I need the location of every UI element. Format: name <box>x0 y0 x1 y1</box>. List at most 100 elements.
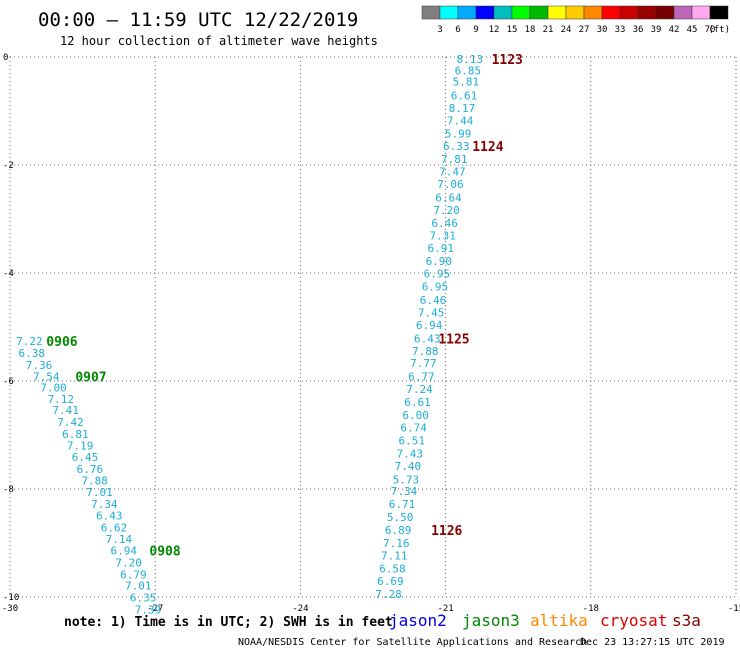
colorbar-label: 6 <box>455 25 460 35</box>
swh-value: 7.39 <box>135 603 162 616</box>
legend-entry: jason2 <box>389 611 447 630</box>
swh-value: 6.95 <box>424 268 451 281</box>
grid-lines <box>9 56 737 598</box>
swh-value: 8.13 <box>457 53 484 66</box>
colorbar-label: 24 <box>561 25 572 35</box>
chart-title: 00:00 – 11:59 UTC 12/22/2019 <box>38 9 358 31</box>
legend-entry: s3a <box>672 611 701 630</box>
swh-value: 7.77 <box>410 357 437 370</box>
swh-value: 6.51 <box>398 434 425 447</box>
footer-timestamp: Dec 23 13:27:15 UTC 2019 <box>580 637 725 648</box>
swh-value: 7.47 <box>439 165 466 178</box>
swh-value: 7.14 <box>106 533 133 546</box>
colorbar-swatch <box>565 5 585 20</box>
swh-value: 6.00 <box>402 409 429 422</box>
colorbar-swatch <box>673 5 693 20</box>
colorbar-swatch <box>475 5 495 20</box>
swh-value: 6.94 <box>416 319 443 332</box>
swh-value: 7.45 <box>418 306 445 319</box>
swh-value: 6.90 <box>426 255 453 268</box>
footer-credit: NOAA/NESDIS Center for Satellite Applica… <box>238 637 587 648</box>
swh-value: 7.36 <box>26 359 53 372</box>
chart-subtitle: 12 hour collection of altimeter wave hei… <box>60 34 378 48</box>
swh-value: 6.64 <box>435 191 462 204</box>
swh-value: 7.06 <box>437 178 464 191</box>
swh-value: 7.88 <box>412 345 439 358</box>
swh-value: 6.89 <box>385 524 412 537</box>
colorbar-label: 33 <box>615 25 626 35</box>
swh-value: 6.61 <box>404 396 431 409</box>
colorbar-swatch <box>547 5 567 20</box>
colorbar-label: 3 <box>437 25 442 35</box>
swh-value: 7.22 <box>16 335 43 348</box>
footer-note: note: 1) Time is in UTC; 2) SWH is in fe… <box>64 615 393 630</box>
y-tick-label: 0 <box>3 53 8 63</box>
pass-time-label: 1126 <box>431 524 462 539</box>
swh-value: 7.34 <box>391 485 418 498</box>
swh-value: 6.38 <box>19 347 46 360</box>
swh-value: 7.16 <box>383 537 410 550</box>
swh-value: 7.54 <box>33 371 60 384</box>
swh-value: 6.81 <box>62 428 89 441</box>
colorbar-label: 36 <box>633 25 644 35</box>
colorbar-label: 70 <box>705 25 716 35</box>
colorbar-swatch <box>691 5 711 20</box>
swh-value: 7.31 <box>429 230 456 243</box>
colorbar-swatch <box>655 5 675 20</box>
swh-value: 7.11 <box>381 549 408 562</box>
swh-value: 7.00 <box>40 381 67 394</box>
legend: jason2 jason3 altika cryosat s3a <box>389 611 701 630</box>
swh-value: 6.33 <box>443 140 470 153</box>
colorbar-swatch <box>529 5 549 20</box>
swh-value: 7.19 <box>67 439 94 452</box>
swh-value: 6.46 <box>431 217 458 230</box>
swh-value: 7.28 <box>375 588 402 601</box>
pass-time-label: 1124 <box>472 140 503 155</box>
pass-time-label: 1125 <box>438 332 469 347</box>
swh-value: 6.45 <box>72 451 99 464</box>
colorbar-label: 42 <box>669 25 680 35</box>
colorbar: 3 6 9 12 15 18 21 24 27 30 33 36 39 42 45 70(ft) <box>421 5 730 35</box>
colorbar-swatch <box>493 5 513 20</box>
swh-value: 6.35 <box>130 592 157 605</box>
data-marks: 8.136.855.816.618.177.445.996.337.817.47… <box>16 53 483 616</box>
colorbar-swatch <box>619 5 639 20</box>
swh-value: 6.62 <box>101 521 128 534</box>
swh-value: 5.81 <box>453 75 480 88</box>
colorbar-swatch <box>439 5 459 20</box>
swh-value: 5.50 <box>387 511 414 524</box>
swh-value: 6.71 <box>389 498 416 511</box>
swh-value: 7.40 <box>395 460 422 473</box>
swh-value: 7.01 <box>125 580 152 593</box>
x-tick-label: -27 <box>147 604 163 614</box>
x-tick-label: -21 <box>437 604 453 614</box>
y-tick-label: -2 <box>3 161 14 171</box>
axis-ticks: -30 -27 -24 -21 -18 -15 0 -2 -4 -6 -8 -10 <box>2 53 740 614</box>
legend-entry: cryosat <box>600 611 667 630</box>
y-tick-label: -6 <box>3 377 14 387</box>
swh-value: 6.43 <box>96 509 123 522</box>
legend-entry: jason3 <box>462 611 520 630</box>
y-tick-label: -4 <box>3 269 14 279</box>
colorbar-swatch <box>421 5 441 20</box>
swh-value: 5.99 <box>445 128 472 141</box>
pass-annotations: 1123 1124 1125 1126 0906 0907 0908 <box>46 53 523 559</box>
swh-value: 6.79 <box>120 568 147 581</box>
swh-value: 7.24 <box>406 383 433 396</box>
y-tick-label: -8 <box>3 485 14 495</box>
colorbar-swatch <box>583 5 603 20</box>
swh-value: 8.17 <box>449 102 476 115</box>
swh-value: 7.34 <box>91 498 118 511</box>
swh-value: 7.43 <box>397 447 424 460</box>
swh-value: 7.20 <box>115 556 142 569</box>
swh-value: 6.91 <box>428 242 455 255</box>
swh-value: 7.01 <box>86 486 113 499</box>
swh-value: 6.74 <box>400 421 427 434</box>
swh-value: 5.73 <box>393 473 420 486</box>
legend-entry: altika <box>530 611 588 630</box>
colorbar-label: 9 <box>473 25 478 35</box>
pass-time-label: 0907 <box>75 371 106 386</box>
colorbar-label: 18 <box>525 25 536 35</box>
colorbar-swatch <box>457 5 477 20</box>
swh-value: 7.41 <box>52 404 79 417</box>
